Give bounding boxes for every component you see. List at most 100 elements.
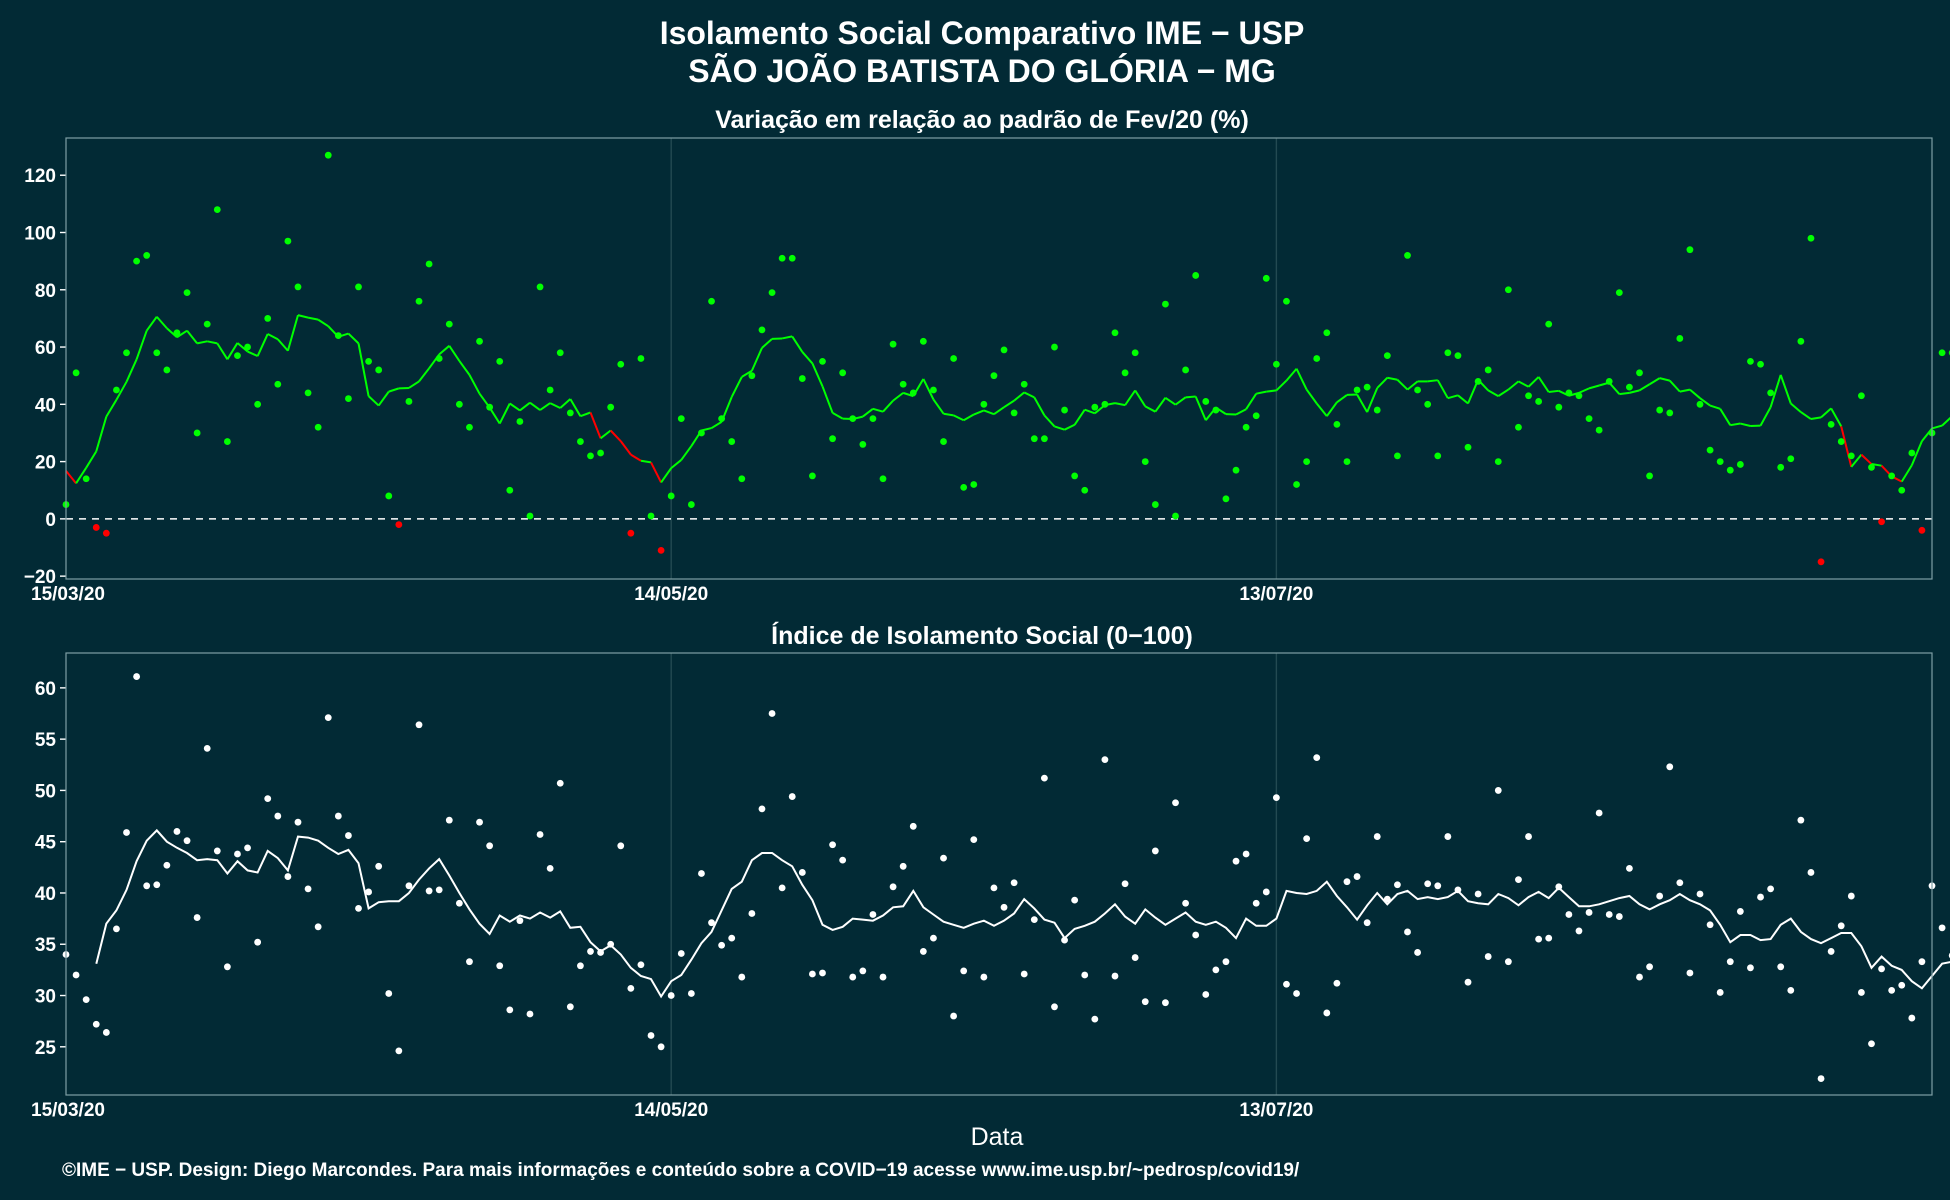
moving-average-segment bbox=[1396, 379, 1409, 391]
y-tick-label: 60 bbox=[35, 679, 56, 700]
y-tick-label: 120 bbox=[24, 166, 56, 187]
data-point bbox=[819, 357, 826, 365]
data-point bbox=[1656, 406, 1664, 414]
moving-average-segment bbox=[247, 350, 259, 357]
data-point bbox=[476, 818, 483, 826]
moving-average-segment bbox=[1194, 396, 1207, 421]
data-point bbox=[1696, 400, 1704, 408]
data-point bbox=[728, 934, 736, 942]
data-point bbox=[577, 438, 584, 445]
data-point bbox=[1878, 965, 1885, 973]
moving-average-segment bbox=[1527, 376, 1540, 388]
moving-average-segment bbox=[599, 429, 612, 440]
moving-average-segment bbox=[619, 440, 632, 456]
data-point bbox=[1373, 406, 1381, 414]
data-point bbox=[839, 856, 847, 864]
data-point bbox=[1040, 774, 1048, 782]
data-point bbox=[536, 283, 544, 291]
data-point bbox=[1525, 833, 1532, 840]
data-point bbox=[1494, 787, 1502, 794]
data-point bbox=[1736, 908, 1744, 915]
data-point bbox=[899, 380, 907, 388]
moving-average-segment bbox=[1537, 376, 1550, 393]
data-point bbox=[788, 793, 796, 800]
data-point bbox=[1525, 392, 1532, 400]
data-point bbox=[213, 206, 221, 213]
data-point bbox=[304, 885, 312, 893]
data-point bbox=[1232, 857, 1240, 865]
moving-average-segment bbox=[458, 360, 471, 376]
data-point bbox=[526, 512, 534, 520]
data-point bbox=[566, 1003, 574, 1011]
y-tick-label: 100 bbox=[24, 224, 56, 245]
moving-average-segment bbox=[135, 330, 148, 360]
data-point bbox=[798, 375, 806, 382]
x-tick-label: 14/05/20 bbox=[634, 1100, 708, 1121]
data-point bbox=[546, 864, 554, 872]
moving-average-segment bbox=[388, 387, 400, 393]
data-point bbox=[153, 349, 161, 357]
data-point bbox=[355, 283, 362, 291]
moving-average-segment bbox=[1275, 379, 1288, 392]
data-point bbox=[82, 996, 90, 1004]
data-point bbox=[1051, 1003, 1058, 1011]
y-tick-label: 55 bbox=[35, 730, 57, 751]
data-point bbox=[1081, 971, 1089, 979]
moving-average-segment bbox=[1144, 405, 1156, 413]
moving-average-segment bbox=[1790, 402, 1802, 413]
data-point bbox=[1141, 458, 1149, 465]
data-point bbox=[1747, 357, 1754, 365]
data-point bbox=[1212, 406, 1220, 414]
moving-average-segment bbox=[357, 343, 370, 397]
moving-average-segment bbox=[105, 399, 118, 418]
moving-average-segment bbox=[670, 459, 682, 469]
data-point bbox=[113, 386, 120, 394]
plot-frame bbox=[65, 137, 1933, 580]
y-tick-label: 60 bbox=[35, 338, 56, 359]
data-point bbox=[1827, 420, 1835, 428]
y-tick-label: 45 bbox=[35, 833, 57, 854]
data-point bbox=[375, 862, 383, 870]
data-point bbox=[536, 831, 544, 838]
data-point bbox=[274, 812, 282, 820]
data-point bbox=[1151, 847, 1159, 855]
moving-average-segment bbox=[741, 369, 753, 378]
data-point bbox=[284, 237, 292, 245]
moving-average-segment bbox=[1054, 425, 1065, 431]
data-point bbox=[72, 971, 80, 979]
data-point bbox=[466, 423, 473, 431]
y-tick-label: 40 bbox=[35, 884, 56, 905]
data-point bbox=[1242, 850, 1250, 858]
data-point bbox=[314, 923, 322, 931]
data-point bbox=[587, 452, 594, 460]
moving-average-segment bbox=[640, 459, 652, 464]
moving-average-segment bbox=[75, 467, 88, 484]
data-point bbox=[1777, 463, 1785, 471]
moving-average-segment bbox=[1084, 408, 1096, 415]
data-point bbox=[1020, 380, 1028, 388]
moving-average-segment bbox=[236, 342, 249, 353]
data-point bbox=[768, 289, 776, 297]
data-point bbox=[1898, 486, 1906, 494]
data-point bbox=[909, 822, 917, 830]
data-point bbox=[324, 714, 332, 722]
data-point bbox=[1121, 369, 1129, 377]
moving-average-segment bbox=[1406, 380, 1419, 391]
data-point bbox=[950, 1012, 958, 1020]
data-point bbox=[1454, 886, 1462, 894]
data-point bbox=[234, 352, 241, 360]
data-point bbox=[1212, 966, 1220, 974]
data-point bbox=[375, 366, 383, 374]
data-point bbox=[708, 919, 715, 927]
data-point bbox=[1000, 346, 1008, 354]
data-point bbox=[1101, 400, 1109, 408]
moving-average-segment bbox=[650, 461, 662, 483]
panel1-title: Variação em relação ao padrão de Fev/20 … bbox=[715, 106, 1249, 134]
data-point bbox=[153, 881, 161, 889]
x-tick-label: 14/05/20 bbox=[634, 584, 708, 605]
data-point bbox=[657, 546, 665, 554]
data-point bbox=[234, 850, 241, 858]
moving-average-segment bbox=[448, 345, 461, 362]
moving-average-segment bbox=[1578, 387, 1590, 394]
data-point bbox=[1202, 991, 1210, 998]
